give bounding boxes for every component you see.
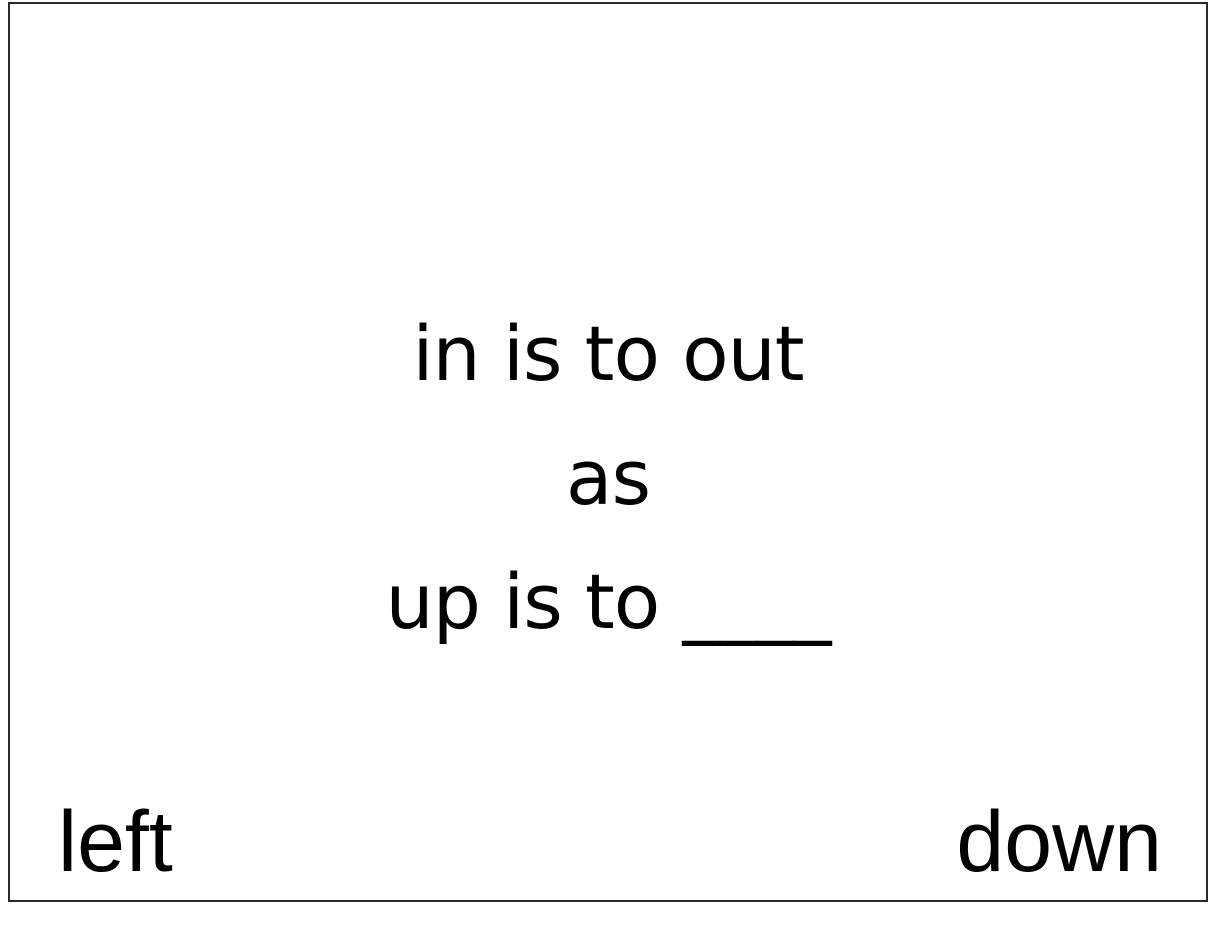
prompt-line-2: as [565, 433, 651, 522]
prompt-line-1: in is to out [412, 309, 804, 398]
choice-left-option[interactable]: left [58, 794, 173, 890]
choice-right-option[interactable]: down [956, 794, 1162, 890]
prompt-line-3: up is to ____ [385, 557, 832, 646]
analogy-prompt: in is to out as up is to ____ [10, 292, 1206, 664]
trial-frame: in is to out as up is to ____ left down [8, 2, 1208, 902]
